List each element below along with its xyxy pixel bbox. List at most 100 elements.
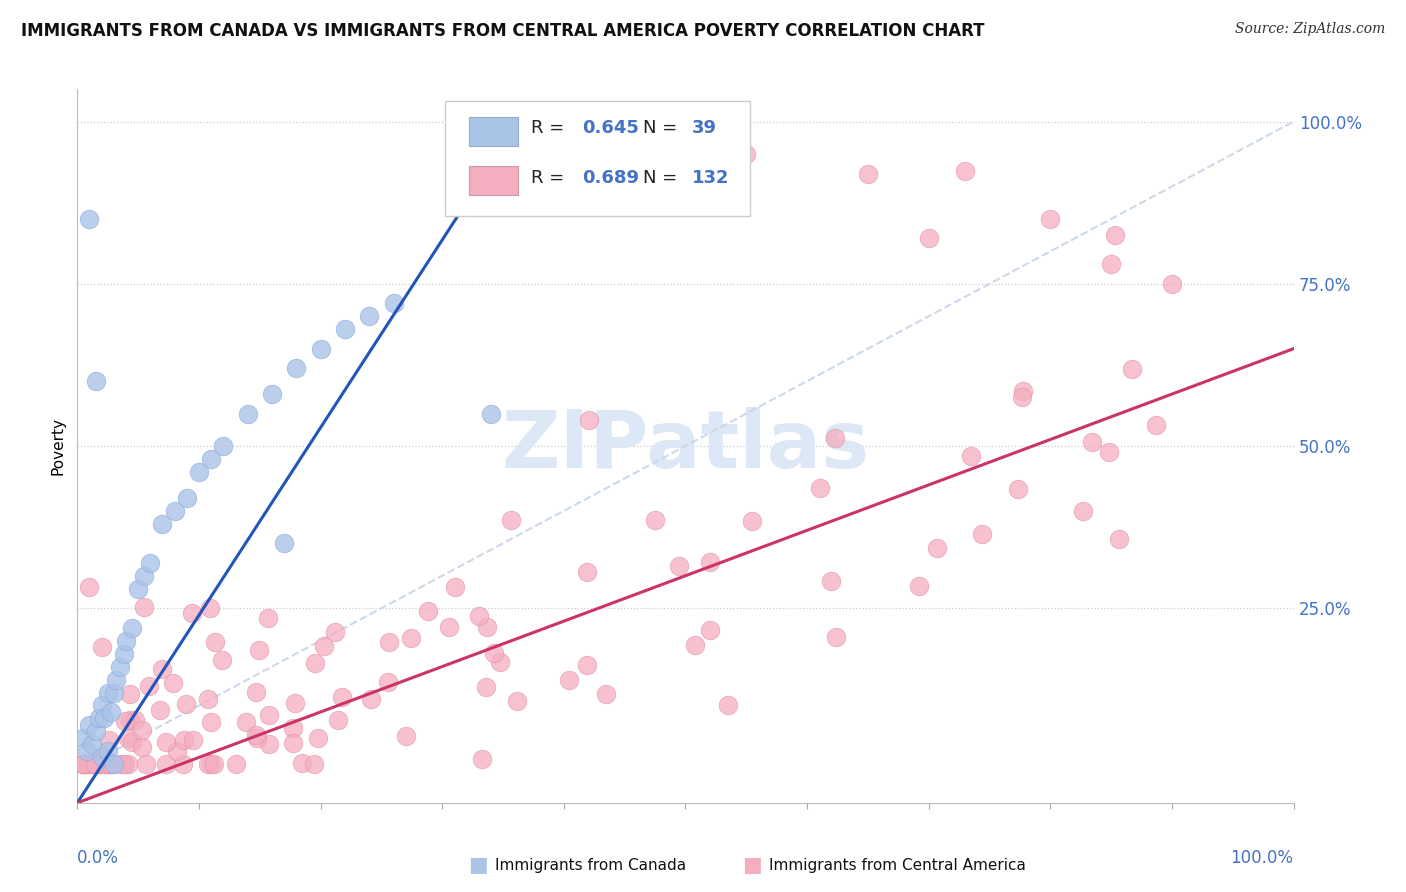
- Point: [444, 581, 467, 595]
- Point: [96, 756, 118, 771]
- Point: [309, 342, 332, 356]
- Point: [89, 711, 111, 725]
- Point: [439, 620, 461, 634]
- FancyBboxPatch shape: [444, 102, 749, 216]
- Point: [181, 733, 204, 747]
- Point: [97, 744, 120, 758]
- Point: [245, 685, 267, 699]
- Point: [245, 728, 267, 742]
- Point: [84, 756, 107, 771]
- Point: [359, 310, 381, 324]
- Point: [152, 516, 174, 531]
- Point: [204, 635, 226, 649]
- Point: [908, 578, 931, 592]
- Point: [717, 698, 740, 712]
- Point: [117, 756, 139, 771]
- Bar: [470, 118, 517, 146]
- Point: [808, 481, 831, 495]
- Point: [1071, 504, 1094, 518]
- Point: [576, 566, 599, 580]
- Point: [1098, 445, 1121, 459]
- Point: [86, 756, 108, 771]
- Point: [72, 731, 94, 745]
- Point: [97, 685, 120, 699]
- Point: [235, 715, 257, 730]
- Point: [93, 711, 115, 725]
- Point: [482, 646, 505, 660]
- Point: [1099, 257, 1122, 271]
- Text: ZIPatlas: ZIPatlas: [502, 407, 869, 485]
- Point: [172, 756, 194, 771]
- Text: R =: R =: [531, 169, 569, 187]
- Point: [98, 756, 121, 771]
- Point: [163, 504, 186, 518]
- Point: [285, 361, 308, 376]
- Text: N =: N =: [643, 169, 683, 187]
- Point: [925, 541, 948, 555]
- Point: [1081, 435, 1104, 450]
- Point: [225, 756, 247, 771]
- Point: [505, 694, 527, 708]
- Text: N =: N =: [643, 120, 683, 137]
- Point: [260, 387, 283, 401]
- Point: [257, 611, 280, 625]
- Point: [360, 692, 382, 706]
- Point: [683, 638, 706, 652]
- Point: [176, 491, 198, 505]
- Point: [1161, 277, 1184, 291]
- Point: [1039, 211, 1062, 226]
- Point: [856, 167, 879, 181]
- Point: [166, 744, 188, 758]
- Point: [1104, 228, 1126, 243]
- Point: [284, 697, 307, 711]
- Point: [741, 514, 763, 528]
- Point: [479, 407, 502, 421]
- Point: [114, 714, 136, 728]
- Point: [558, 673, 581, 687]
- Text: R =: R =: [531, 120, 569, 137]
- Point: [382, 296, 405, 310]
- Point: [247, 643, 270, 657]
- Point: [236, 407, 259, 421]
- Point: [246, 731, 269, 745]
- Point: [1144, 417, 1167, 432]
- Point: [174, 697, 197, 711]
- Text: Immigrants from Central America: Immigrants from Central America: [769, 858, 1026, 872]
- Point: [132, 600, 155, 615]
- Point: [200, 714, 222, 729]
- Point: [200, 756, 222, 771]
- Point: [197, 691, 219, 706]
- Point: [576, 658, 599, 673]
- Point: [595, 687, 617, 701]
- Point: [91, 756, 114, 771]
- Point: [155, 756, 177, 771]
- Point: [72, 756, 94, 771]
- Point: [281, 736, 304, 750]
- Point: [399, 631, 422, 645]
- Point: [211, 653, 233, 667]
- Point: [173, 732, 195, 747]
- Point: [138, 679, 160, 693]
- Point: [134, 568, 156, 582]
- Point: [273, 536, 295, 550]
- Point: [489, 655, 512, 669]
- Point: [323, 624, 346, 639]
- Point: [330, 690, 353, 705]
- Point: [825, 631, 848, 645]
- Point: [90, 698, 112, 713]
- Point: [103, 685, 125, 699]
- Point: [970, 526, 993, 541]
- Point: [395, 729, 418, 743]
- Point: [212, 439, 235, 453]
- Point: [108, 659, 131, 673]
- Point: [578, 413, 600, 427]
- Text: 0.645: 0.645: [582, 120, 638, 137]
- Point: [333, 322, 356, 336]
- Point: [699, 623, 721, 637]
- Text: Immigrants from Canada: Immigrants from Canada: [495, 858, 686, 872]
- Point: [644, 513, 666, 527]
- Point: [120, 713, 142, 727]
- Point: [72, 756, 94, 771]
- Point: [98, 732, 121, 747]
- Point: [471, 752, 494, 766]
